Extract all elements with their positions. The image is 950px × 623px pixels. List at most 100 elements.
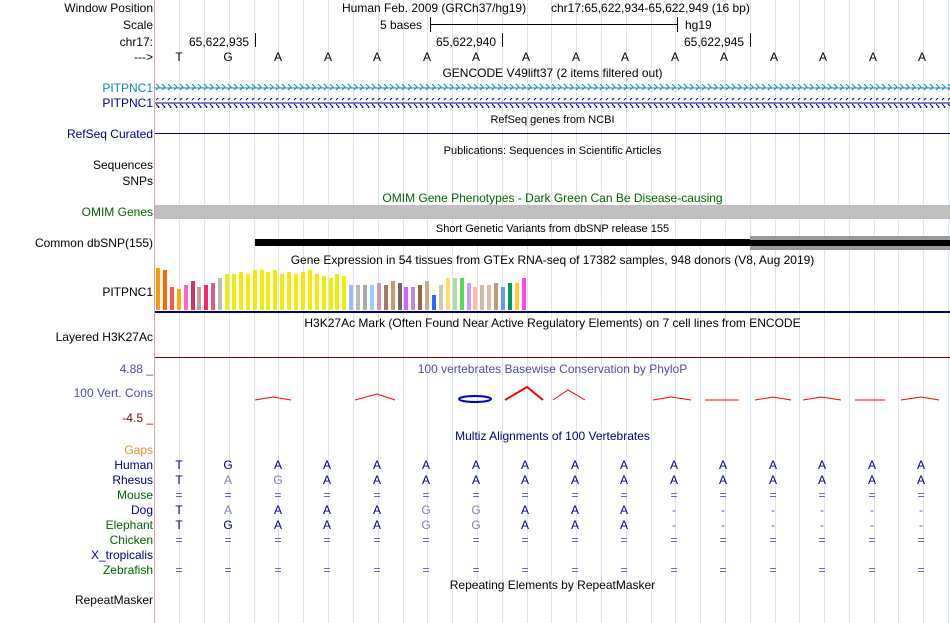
- repeatmasker-label[interactable]: RepeatMasker: [74, 593, 153, 607]
- gencode-track-title[interactable]: GENCODE V49lift37 (2 items filtered out): [442, 66, 663, 80]
- gtex-tissue-bar[interactable]: [156, 268, 160, 310]
- gtex-tissue-bar[interactable]: [169, 287, 174, 310]
- refseq-label[interactable]: RefSeq Curated: [66, 127, 153, 141]
- multiz-track-title[interactable]: Multiz Alignments of 100 Vertebrates: [455, 429, 650, 443]
- publications-snps-label[interactable]: SNPs: [122, 174, 153, 188]
- gtex-tissue-bar[interactable]: [280, 274, 285, 310]
- gtex-tissue-bar[interactable]: [466, 283, 471, 310]
- publications-sequences-label[interactable]: Sequences: [92, 158, 153, 172]
- gtex-tissue-bar[interactable]: [363, 285, 367, 310]
- multiz-species-label[interactable]: Zebrafish: [102, 563, 153, 577]
- publications-track-title[interactable]: Publications: Sequences in Scientific Ar…: [443, 145, 662, 157]
- gtex-tissue-bar[interactable]: [307, 270, 312, 310]
- gtex-tissue-bar[interactable]: [231, 274, 236, 310]
- multiz-base: A: [867, 458, 876, 472]
- h3k27ac-track-title[interactable]: H3K27Ac Mark (Often Found Near Active Re…: [304, 316, 801, 330]
- multiz-base: =: [868, 533, 876, 547]
- gtex-tissue-bar[interactable]: [218, 278, 223, 310]
- refseq-track-title[interactable]: RefSeq genes from NCBI: [490, 114, 615, 126]
- h3k27ac-label[interactable]: Layered H3K27Ac: [55, 330, 153, 344]
- gtex-tissue-bar[interactable]: [473, 287, 478, 310]
- gtex-tissue-bar[interactable]: [356, 285, 361, 310]
- multiz-species-label[interactable]: X_tropicalis: [90, 548, 153, 562]
- gtex-tissue-bar[interactable]: [445, 278, 450, 310]
- gtex-tissue-bar[interactable]: [383, 285, 388, 310]
- multiz-species-label[interactable]: Mouse: [116, 488, 153, 502]
- omim-track-title[interactable]: OMIM Gene Phenotypes - Dark Green Can Be…: [382, 191, 723, 205]
- gtex-tissue-bar[interactable]: [238, 272, 243, 310]
- gtex-tissue-bar[interactable]: [452, 278, 457, 310]
- gtex-tissue-bar[interactable]: [349, 285, 354, 310]
- gtex-tissue-bar[interactable]: [397, 283, 402, 310]
- gtex-tissue-bar[interactable]: [369, 285, 374, 310]
- gtex-label[interactable]: PITPNC1: [102, 285, 153, 299]
- dbsnp-track-title[interactable]: Short Genetic Variants from dbSNP releas…: [435, 223, 670, 235]
- gtex-tissue-bar[interactable]: [432, 295, 436, 310]
- dbsnp-variant-bar-3[interactable]: [750, 246, 950, 250]
- gtex-tissue-bar[interactable]: [225, 274, 229, 310]
- gencode-item-2-label[interactable]: PITPNC1: [102, 96, 153, 110]
- gtex-tissue-bar[interactable]: [480, 285, 485, 310]
- gtex-tissue-bar[interactable]: [487, 285, 492, 310]
- repeatmasker-track-title[interactable]: Repeating Elements by RepeatMasker: [449, 578, 656, 592]
- chrom-label[interactable]: chr17:: [119, 35, 153, 49]
- gtex-tissue-bar[interactable]: [376, 283, 381, 310]
- gtex-tissue-bar[interactable]: [438, 285, 443, 310]
- gencode-transcripts[interactable]: [155, 82, 950, 108]
- gtex-tissue-bar[interactable]: [342, 276, 347, 310]
- multiz-base: A: [223, 473, 232, 487]
- gtex-tissue-bar[interactable]: [273, 270, 278, 310]
- omim-feature-bar[interactable]: [155, 205, 950, 219]
- gtex-tissue-bar[interactable]: [252, 270, 257, 310]
- gtex-tissue-bar[interactable]: [390, 281, 395, 310]
- multiz-base: A: [817, 473, 826, 487]
- coord-3: 65,622,945: [684, 35, 745, 49]
- multiz-base: -: [721, 518, 725, 532]
- gtex-tissue-bar[interactable]: [494, 283, 499, 310]
- gtex-tissue-bar[interactable]: [521, 278, 526, 310]
- gtex-tissue-bar[interactable]: [507, 283, 512, 310]
- gtex-tissue-bar[interactable]: [418, 285, 423, 310]
- gtex-tissue-bar[interactable]: [300, 272, 305, 310]
- multiz-species-label[interactable]: Dog: [130, 503, 153, 517]
- gtex-tissue-bar[interactable]: [314, 274, 319, 310]
- gencode-item-1-label[interactable]: PITPNC1: [102, 81, 153, 95]
- multiz-species-label[interactable]: Rhesus: [112, 473, 153, 487]
- gtex-tissue-bar[interactable]: [294, 274, 298, 310]
- multiz-species-label[interactable]: Human: [114, 458, 153, 472]
- phylop-label[interactable]: 100 Vert. Cons: [73, 386, 153, 400]
- phylop-track-title[interactable]: 100 vertebrates Basewise Conservation by…: [417, 362, 688, 376]
- multiz-base: =: [769, 488, 777, 502]
- gtex-tissue-bar[interactable]: [501, 287, 505, 310]
- gtex-tissue-bar[interactable]: [259, 270, 264, 310]
- phylop-wiggle[interactable]: [155, 378, 950, 418]
- gtex-tissue-bar[interactable]: [183, 285, 188, 310]
- gtex-tissue-bar[interactable]: [404, 287, 409, 310]
- gtex-tissue-bar[interactable]: [425, 281, 430, 310]
- position-readout[interactable]: chr17:65,622,934-65,622,949 (16 bp): [551, 1, 750, 15]
- gtex-tissue-bar[interactable]: [190, 281, 195, 310]
- gtex-tissue-bar[interactable]: [211, 283, 216, 310]
- gtex-tissue-bar[interactable]: [328, 278, 333, 310]
- gtex-tissue-bar[interactable]: [514, 283, 519, 310]
- refseq-gene-line[interactable]: [155, 133, 950, 134]
- multiz-species-label[interactable]: Chicken: [109, 533, 153, 547]
- gtex-tissue-bar[interactable]: [459, 278, 464, 310]
- dbsnp-label[interactable]: Common dbSNP(155): [34, 236, 153, 250]
- gtex-tissue-bar[interactable]: [411, 287, 416, 310]
- gtex-tissue-bar[interactable]: [204, 285, 209, 310]
- multiz-species-label[interactable]: Elephant: [105, 518, 153, 532]
- gtex-tissue-bar[interactable]: [321, 276, 326, 310]
- gtex-tissue-bar[interactable]: [287, 272, 292, 310]
- dbsnp-variant-bar-2[interactable]: [750, 236, 950, 240]
- gtex-tissue-bar[interactable]: [197, 287, 202, 310]
- gtex-tissue-bar[interactable]: [266, 272, 271, 310]
- omim-label[interactable]: OMIM Genes: [81, 205, 153, 219]
- gaps-label[interactable]: Gaps: [124, 443, 153, 457]
- dbsnp-variant-bar[interactable]: [255, 239, 950, 246]
- gtex-track-title[interactable]: Gene Expression in 54 tissues from GTEx …: [290, 253, 815, 267]
- gtex-tissue-bar[interactable]: [162, 270, 167, 310]
- gtex-tissue-bar[interactable]: [245, 274, 250, 310]
- gtex-tissue-bar[interactable]: [176, 289, 181, 310]
- gtex-tissue-bar[interactable]: [335, 274, 340, 310]
